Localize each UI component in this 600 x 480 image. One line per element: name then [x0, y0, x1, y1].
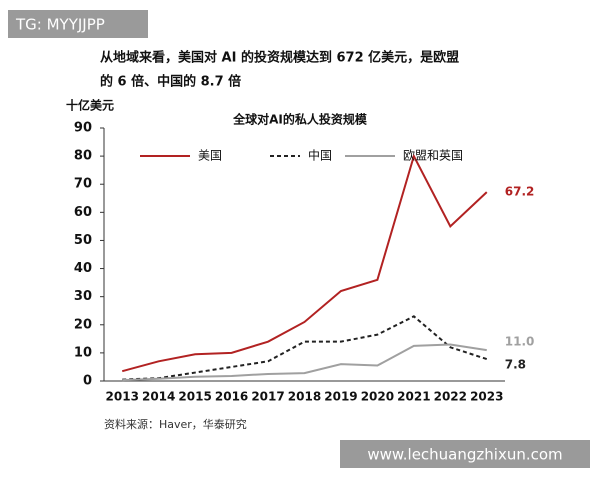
x-tick-label: 2015 [178, 390, 211, 404]
x-tick-label: 2018 [288, 390, 321, 404]
y-axis-label: 十亿美元 [66, 98, 114, 113]
heading: 从地域来看，美国对 AI 的投资规模达到 672 亿美元，是欧盟 [100, 50, 459, 66]
y-tick-label: 0 [83, 374, 92, 389]
value-label: 7.8 [505, 358, 526, 372]
watermark: TG: MYYJJPP [15, 16, 105, 34]
legend-label: 中国 [308, 148, 332, 163]
y-tick-label: 60 [74, 205, 92, 220]
x-tick-label: 2023 [470, 390, 503, 404]
legend-label: 美国 [198, 149, 222, 163]
x-tick-label: 2013 [106, 390, 139, 404]
y-tick-label: 40 [74, 261, 92, 276]
y-tick-label: 50 [74, 233, 92, 248]
y-tick-label: 80 [74, 149, 92, 164]
series-line [122, 315, 488, 381]
footer-url: www.lechuangzhixun.com [367, 446, 562, 464]
url-box [340, 440, 590, 468]
y-tick-label: 10 [74, 345, 92, 360]
heading: 的 6 倍、中国的 8.7 倍 [100, 74, 241, 90]
value-label: 11.0 [505, 335, 535, 349]
watermark-box [8, 10, 148, 38]
y-tick-label: 20 [74, 317, 92, 332]
x-tick-label: 2017 [251, 390, 284, 404]
series-line [122, 343, 487, 382]
y-tick-label: 30 [74, 289, 92, 304]
x-tick-label: 2022 [434, 390, 467, 404]
series-line [121, 153, 488, 373]
y-tick-label: 90 [74, 121, 92, 136]
x-tick-label: 2019 [324, 390, 357, 404]
value-label: 67.2 [505, 185, 535, 199]
x-tick-label: 2020 [361, 390, 394, 404]
chart-title: 全球对AI的私人投资规模 [232, 112, 368, 127]
source: 资料来源：Haver，华泰研究 [104, 417, 247, 431]
x-tick-label: 2016 [215, 390, 248, 404]
x-tick-label: 2014 [142, 390, 175, 404]
x-tick-label: 2021 [397, 390, 430, 404]
legend-label: 欧盟和英国 [403, 149, 463, 163]
y-tick-label: 70 [74, 177, 92, 192]
